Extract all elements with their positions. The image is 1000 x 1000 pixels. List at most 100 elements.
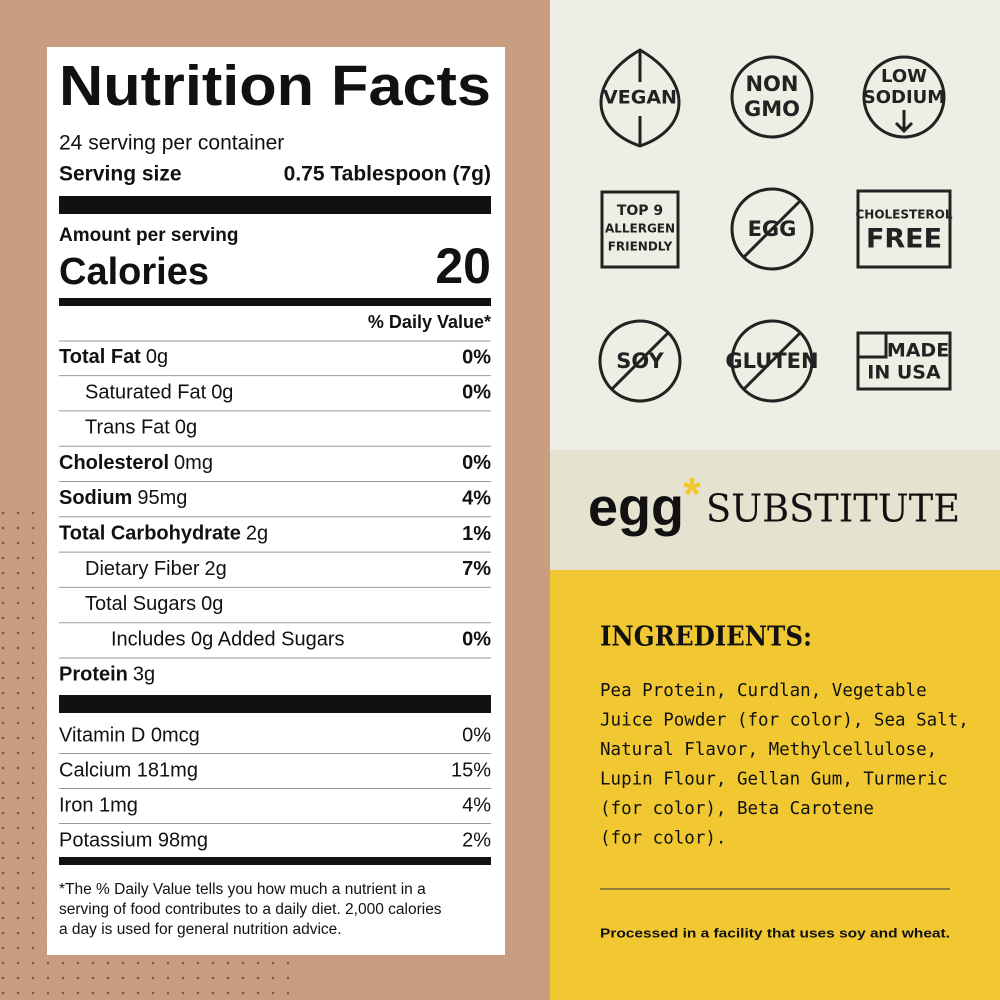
brand-band (550, 450, 1000, 570)
badge-label: SOY (616, 349, 664, 373)
ingredients-title: INGREDIENTS: (600, 622, 812, 653)
facility-note: Processed in a facility that uses soy an… (600, 926, 950, 940)
nutrient-amount: 0mg (174, 452, 213, 474)
nutrient-row: Trans Fat 0g (85, 417, 197, 439)
ingredients-line: Natural Flavor, Methylcellulose, (600, 740, 937, 760)
ingredients-line: (for color). (600, 829, 726, 849)
ingredients-line: Lupin Flour, Gellan Gum, Turmeric (600, 770, 948, 790)
nutrient-amount: 2g (246, 523, 268, 545)
nutrient-name: Saturated Fat (85, 382, 207, 404)
nutrient-row: Protein 3g (59, 664, 155, 686)
badge-label: GMO (744, 97, 800, 121)
circle-icon (730, 55, 814, 139)
daily-value: 0% (462, 452, 491, 474)
daily-value: 0% (462, 346, 491, 368)
arrow-icon (894, 110, 914, 134)
nutrient-name: Total Carbohydrate (59, 523, 241, 545)
no-icon (598, 319, 682, 403)
medium-rule (59, 298, 491, 306)
daily-value-header: % Daily Value* (368, 312, 491, 332)
vitamin-name: Potassium 98mg (59, 829, 208, 851)
nutrition-title: Nutrition Facts (59, 54, 491, 118)
badge-label: VEGAN (603, 87, 677, 109)
thick-rule (59, 196, 491, 214)
nutrient-amount: 0g (146, 346, 168, 368)
leaf-icon (599, 48, 681, 148)
nutrient-name: Includes 0g Added Sugars (111, 629, 345, 651)
vitamin-daily-value: 0% (462, 724, 491, 746)
servings: 24 serving per container (59, 132, 284, 155)
serving-size-value: 0.75 Tablespoon (7g) (284, 163, 491, 186)
slash (742, 199, 802, 259)
box-icon (856, 189, 952, 269)
badge-label: FREE (866, 224, 942, 255)
badge-label: ALLERGEN (605, 222, 675, 236)
vitamin-daily-value: 2% (462, 829, 491, 851)
box-icon (856, 331, 952, 391)
badge-icons (598, 48, 952, 403)
vitamin-name: Iron 1mg (59, 794, 138, 816)
slash (610, 331, 670, 391)
calories-value: 20 (435, 238, 491, 294)
vitamin-daily-value: 4% (462, 794, 491, 816)
badge-label: LOW (881, 66, 927, 87)
no-icon (730, 319, 814, 403)
badge-label: SODIUM (863, 87, 945, 108)
nutrient-amount: 3g (133, 664, 155, 686)
daily-value: 4% (462, 487, 491, 509)
daily-value: 7% (462, 558, 491, 580)
badge-label: MADE (887, 340, 949, 362)
badge-label: NON (745, 72, 798, 96)
nutrient-row: Cholesterol 0mg (59, 452, 213, 474)
nutrient-row: Sodium 95mg (59, 487, 187, 509)
nutrient-name: Total Sugars (85, 593, 196, 615)
nutrient-amount: 0g (175, 417, 197, 439)
nutrient-name: Dietary Fiber (85, 558, 200, 580)
nutrient-row: Saturated Fat 0g (85, 382, 233, 404)
flag-icon (856, 331, 888, 359)
vitamin-daily-value: 15% (451, 759, 491, 781)
brand-name: egg (588, 477, 684, 537)
nutrient-name: Trans Fat (85, 417, 170, 439)
badge-label: GLUTEN (725, 349, 818, 373)
nutrient-row: Total Carbohydrate 2g (59, 523, 268, 545)
brand-mark: * (683, 468, 701, 520)
box-icon (600, 190, 680, 269)
nutrient-row: Dietary Fiber 2g (85, 558, 227, 580)
daily-value: 0% (462, 629, 491, 651)
calories-label: Calories (59, 251, 209, 293)
badge-label: FRIENDLY (608, 240, 673, 254)
nutrient-amount: 95mg (137, 487, 187, 509)
nutrient-name: Cholesterol (59, 452, 169, 474)
badge-label: CHOLESTEROL (855, 208, 952, 222)
nutrient-amount: 2g (204, 558, 226, 580)
vitamin-name: Vitamin D 0mcg (59, 724, 200, 746)
ingredients-background (550, 570, 1000, 1000)
nutrient-row: Total Sugars 0g (85, 593, 223, 615)
footnote: *The % Daily Value tells you how much a … (59, 881, 426, 898)
footnote: serving of food contributes to a daily d… (59, 901, 442, 918)
ingredients-line: (for color), Beta Carotene (600, 799, 874, 819)
ingredients-line: Pea Protein, Curdlan, Vegetable (600, 681, 927, 701)
nutrient-amount: 0g (211, 382, 233, 404)
nutrient-row: Total Fat 0g (59, 346, 168, 368)
medium-rule (59, 857, 491, 865)
slash (742, 331, 802, 391)
daily-value: 1% (462, 523, 491, 545)
nutrient-row: Includes 0g Added Sugars (111, 629, 345, 651)
badge-label: TOP 9 (617, 203, 663, 219)
badge-label: IN USA (867, 362, 941, 384)
nutrient-amount: 0g (201, 593, 223, 615)
amount-per-serving: Amount per serving (59, 225, 238, 246)
circle-icon (862, 55, 946, 139)
ingredients-line: Juice Powder (for color), Sea Salt, (600, 711, 969, 731)
vitamin-name: Calcium 181mg (59, 759, 198, 781)
thick-rule (59, 695, 491, 713)
badge-label: EGG (748, 217, 797, 241)
daily-value: 0% (462, 382, 491, 404)
serving-size-label: Serving size (59, 163, 182, 186)
brand-product: SUBSTITUTE (706, 487, 960, 531)
